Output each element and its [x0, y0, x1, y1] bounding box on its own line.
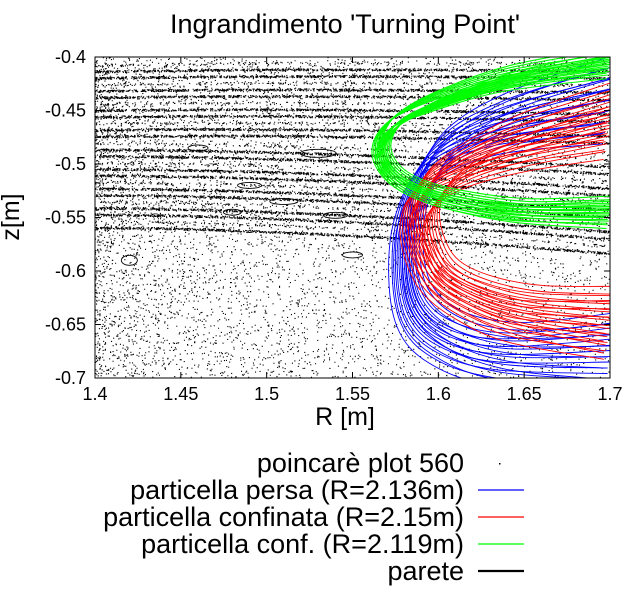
x-tick-label: 1.5 [254, 384, 279, 404]
x-tick-label: 1.65 [507, 384, 542, 404]
plot-area [95, 46, 617, 397]
x-tick-label: 1.4 [82, 384, 107, 404]
chart-title: Ingrandimento 'Turning Point' [170, 9, 520, 39]
legend-label: particella conf. (R=2.119m) [141, 529, 464, 559]
x-tick-label: 1.7 [597, 384, 622, 404]
y-axis-label: z[m] [0, 193, 25, 240]
y-tick-label: -0.45 [45, 101, 86, 121]
legend-label: particella confinata (R=2.15m) [103, 502, 464, 532]
legend-label: parete [387, 556, 464, 586]
x-tick-label: 1.45 [163, 384, 198, 404]
x-tick-label: 1.55 [335, 384, 370, 404]
legend-swatch [499, 463, 501, 465]
x-tick-label: 1.6 [426, 384, 451, 404]
y-tick-label: -0.6 [55, 261, 86, 281]
y-tick-label: -0.65 [45, 315, 86, 335]
legend-label: particella persa (R=2.136m) [130, 475, 464, 505]
x-axis-label: R [m] [315, 403, 375, 431]
y-tick-label: -0.4 [55, 47, 86, 67]
y-tick-label: -0.55 [45, 208, 86, 228]
y-tick-label: -0.5 [55, 154, 86, 174]
y-tick-label: -0.7 [55, 368, 86, 388]
legend-label: poincarè plot 560 [257, 448, 464, 478]
